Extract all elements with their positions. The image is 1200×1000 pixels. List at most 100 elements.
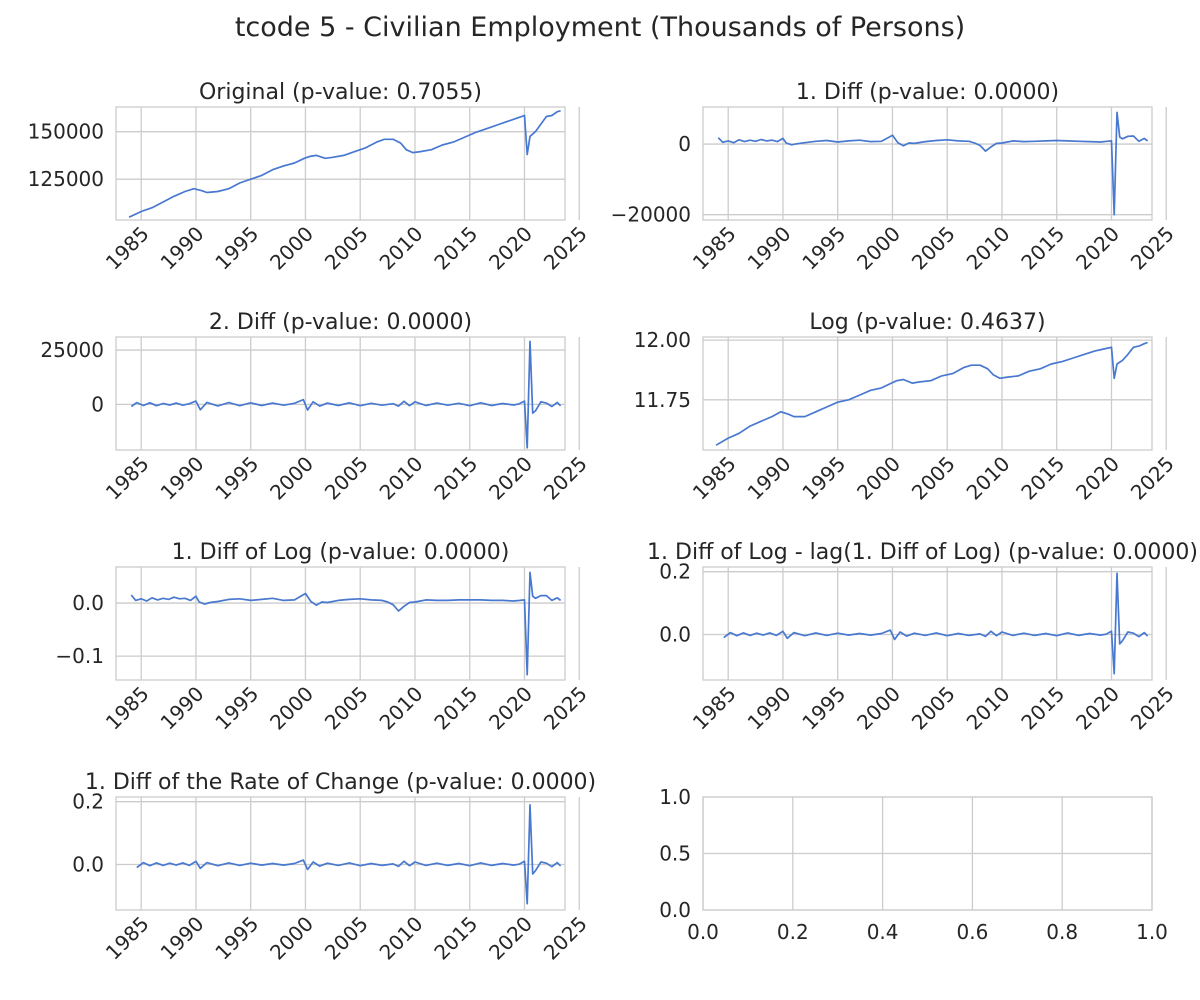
subplot-2: 1985 1990 1995 2000 2005 2010 2015 2020 2025 −200… — [611, 80, 1179, 275]
y-tick-label: 25000 — [40, 338, 104, 362]
y-tick-label: −0.1 — [55, 644, 104, 668]
x-tick-label: 2005 — [907, 452, 960, 505]
x-tick-label: 1990 — [156, 682, 209, 735]
x-tick-label: 2000 — [265, 912, 318, 965]
axes-frame — [115, 336, 566, 451]
series-line — [136, 803, 562, 905]
subplot-title: 1. Diff (p-value: 0.0000) — [796, 80, 1059, 105]
axes-frame — [115, 106, 566, 221]
axes-frame — [115, 796, 566, 911]
x-tick-label: 1995 — [797, 452, 850, 505]
x-tick-label: 2000 — [852, 222, 905, 275]
subplot-title: Log (p-value: 0.4637) — [809, 310, 1045, 335]
x-tick-label: 2020 — [484, 452, 537, 505]
subplot-7: 1985 1990 1995 2000 2005 2010 2015 2020 2025 0.0 0… — [72, 770, 596, 965]
y-tick-label: 0.0 — [659, 898, 691, 922]
x-tick-label: 2000 — [852, 682, 905, 735]
x-tick-label: 2015 — [429, 452, 482, 505]
x-tick-label: 1995 — [210, 222, 263, 275]
y-tick-label: −20000 — [611, 203, 691, 227]
y-tick-label: 125000 — [28, 167, 104, 191]
x-tick-label: 2020 — [484, 222, 537, 275]
y-tick-label: 11.75 — [634, 388, 691, 412]
x-tick-label: 0.2 — [777, 920, 809, 944]
y-tick-label: 0.2 — [72, 790, 104, 814]
subplot-title: 2. Diff (p-value: 0.0000) — [209, 310, 472, 335]
x-tick-label: 2010 — [375, 222, 428, 275]
y-tick-label: 0.0 — [72, 591, 104, 615]
x-tick-label: 0.8 — [1046, 920, 1078, 944]
x-tick-label: 2025 — [539, 452, 592, 505]
subplot-title: Original (p-value: 0.7055) — [199, 80, 482, 105]
y-tick-label: 150000 — [28, 120, 104, 144]
x-tick-label: 0.6 — [956, 920, 988, 944]
x-tick-label: 2025 — [1126, 682, 1179, 735]
x-tick-label: 2020 — [1071, 452, 1124, 505]
x-tick-label: 2010 — [962, 222, 1015, 275]
x-tick-label: 1985 — [101, 682, 154, 735]
series-line — [723, 572, 1149, 675]
x-tick-label: 2025 — [1126, 222, 1179, 275]
axes-frame — [115, 566, 566, 681]
x-tick-label: 0.0 — [687, 920, 719, 944]
y-tick-label: 12.00 — [634, 328, 691, 352]
subplot-6: 1985 1990 1995 2000 2005 2010 2015 2020 2025 0.0 0… — [647, 540, 1198, 735]
x-tick-label: 1995 — [210, 912, 263, 965]
x-tick-label: 2005 — [320, 222, 373, 275]
axes-frame — [702, 336, 1153, 451]
x-tick-label: 2010 — [375, 452, 428, 505]
x-tick-label: 2010 — [962, 682, 1015, 735]
x-tick-label: 1990 — [743, 452, 796, 505]
x-tick-label: 1985 — [101, 452, 154, 505]
x-tick-label: 1995 — [797, 682, 850, 735]
x-tick-label: 2020 — [1071, 222, 1124, 275]
x-tick-label: 2005 — [320, 452, 373, 505]
x-tick-label: 2025 — [539, 912, 592, 965]
x-tick-label: 1985 — [688, 452, 741, 505]
x-tick-label: 2025 — [1126, 452, 1179, 505]
subplot-title: 1. Diff of Log - lag(1. Diff of Log) (p-… — [647, 540, 1198, 565]
y-tick-label: 0.2 — [659, 560, 691, 584]
x-tick-label: 1995 — [210, 682, 263, 735]
x-tick-label: 2025 — [539, 222, 592, 275]
x-tick-label: 2010 — [375, 912, 428, 965]
x-tick-label: 2010 — [962, 452, 1015, 505]
subplot-1: 1985 1990 1995 2000 2005 2010 2015 2020 2025 1250… — [28, 80, 592, 275]
x-tick-label: 1990 — [743, 682, 796, 735]
figure-title: tcode 5 - Civilian Employment (Thousands… — [234, 12, 966, 43]
x-tick-label: 2000 — [265, 222, 318, 275]
x-tick-label: 2000 — [852, 452, 905, 505]
x-tick-label: 1985 — [688, 222, 741, 275]
x-tick-label: 1995 — [210, 452, 263, 505]
axes-frame — [702, 796, 1153, 911]
x-tick-label: 2020 — [484, 682, 537, 735]
axes-frame — [702, 106, 1153, 221]
x-tick-label: 1990 — [156, 912, 209, 965]
x-tick-label: 2015 — [429, 682, 482, 735]
x-tick-label: 2000 — [265, 452, 318, 505]
y-tick-label: 0.0 — [659, 622, 691, 646]
series-line — [128, 109, 561, 218]
x-tick-label: 2015 — [1016, 222, 1069, 275]
x-tick-label: 1995 — [797, 222, 850, 275]
x-tick-label: 0.4 — [867, 920, 899, 944]
y-tick-label: 1.0 — [659, 785, 691, 809]
x-tick-label: 1985 — [101, 912, 154, 965]
x-tick-label: 2000 — [265, 682, 318, 735]
x-tick-label: 1990 — [743, 222, 796, 275]
subplot-5: 1985 1990 1995 2000 2005 2010 2015 2020 2025 −0.1… — [55, 540, 591, 735]
series-line — [717, 111, 1149, 216]
x-tick-label: 2015 — [1016, 682, 1069, 735]
y-tick-label: 0 — [678, 132, 691, 156]
subplot-title: 1. Diff of Log (p-value: 0.0000) — [172, 540, 510, 565]
y-tick-label: 0.0 — [72, 852, 104, 876]
x-tick-label: 2010 — [375, 682, 428, 735]
x-tick-label: 2020 — [1071, 682, 1124, 735]
x-tick-label: 2015 — [429, 912, 482, 965]
x-tick-label: 2005 — [320, 912, 373, 965]
series-line — [715, 341, 1148, 446]
subplot-title: 1. Diff of the Rate of Change (p-value: … — [85, 770, 596, 795]
axes-frame — [702, 566, 1153, 681]
x-tick-label: 2005 — [907, 222, 960, 275]
